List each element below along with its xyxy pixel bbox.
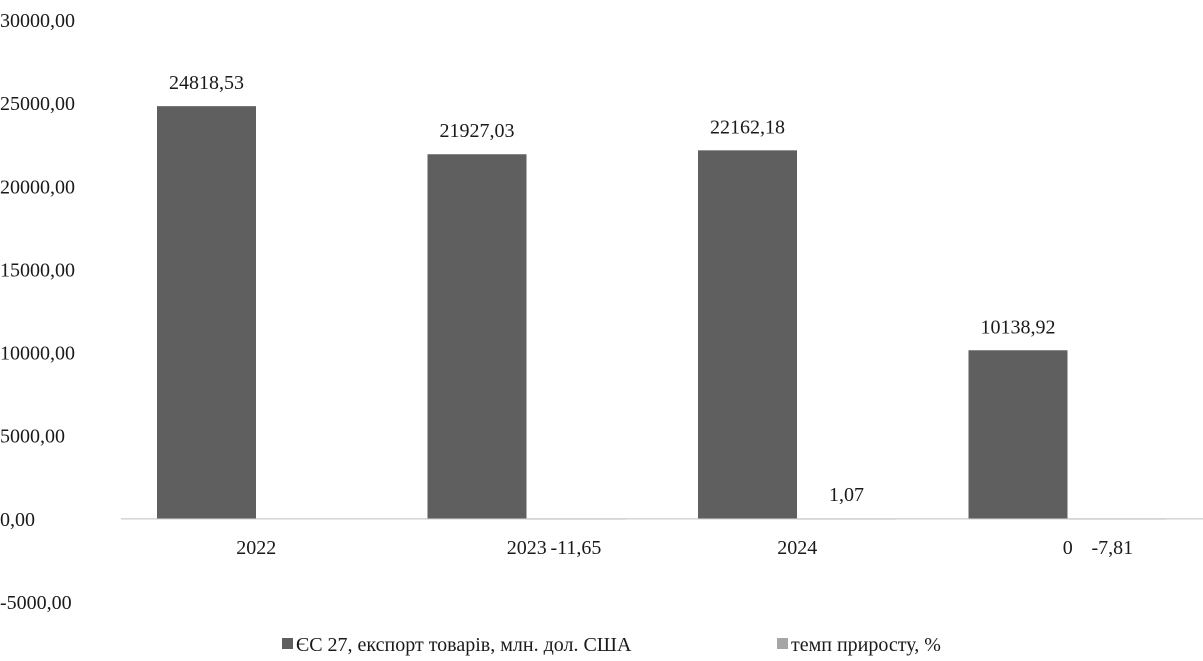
y-tick-label: 20000,00 xyxy=(0,176,75,198)
data-label-export: 22162,18 xyxy=(710,116,785,138)
y-tick-label: -5000,00 xyxy=(0,592,72,614)
bars-series xyxy=(157,106,1167,520)
legend-label: ЄС 27, експорт товарів, млн. дол. США xyxy=(296,634,632,656)
legend-swatch xyxy=(777,638,788,649)
category-labels: 2022 2023 2024 0 xyxy=(236,537,1073,559)
data-label-growth-rate: 1,07 xyxy=(829,484,864,506)
y-tick-label: 0,00 xyxy=(0,509,35,531)
data-label-export: 10138,92 xyxy=(981,316,1056,338)
x-category-label: 0 xyxy=(1063,537,1073,559)
bar-export xyxy=(427,154,527,519)
y-tick-label: 15000,00 xyxy=(0,259,75,281)
x-category-label: 2024 xyxy=(777,537,817,559)
data-label-export: 21927,03 xyxy=(440,120,515,142)
bar-export xyxy=(968,350,1068,519)
y-tick-label: 5000,00 xyxy=(0,426,65,448)
y-tick-label: 30000,00 xyxy=(0,10,75,32)
bar-export xyxy=(157,106,256,519)
data-labels: 24818,53 21927,03 -11,65 22162,18 1,07 10138,… xyxy=(169,72,1133,559)
data-label-growth-rate: -11,65 xyxy=(551,537,602,559)
legend-swatch xyxy=(282,638,293,649)
data-label-growth-rate: -7,81 xyxy=(1092,537,1134,559)
data-label-export: 24818,53 xyxy=(169,72,244,94)
y-axis-ticks: -5000,00 0,00 5000,00 10000,00 15000,00 20000… xyxy=(0,10,75,614)
legend-label: темп приросту, % xyxy=(791,634,941,656)
bar-export xyxy=(698,150,797,519)
y-tick-label: 10000,00 xyxy=(0,343,75,365)
x-category-label: 2022 xyxy=(236,537,276,559)
legend: ЄС 27, експорт товарів, млн. дол. США тем… xyxy=(282,634,941,656)
y-tick-label: 25000,00 xyxy=(0,93,75,115)
x-category-label: 2023 xyxy=(507,537,547,559)
